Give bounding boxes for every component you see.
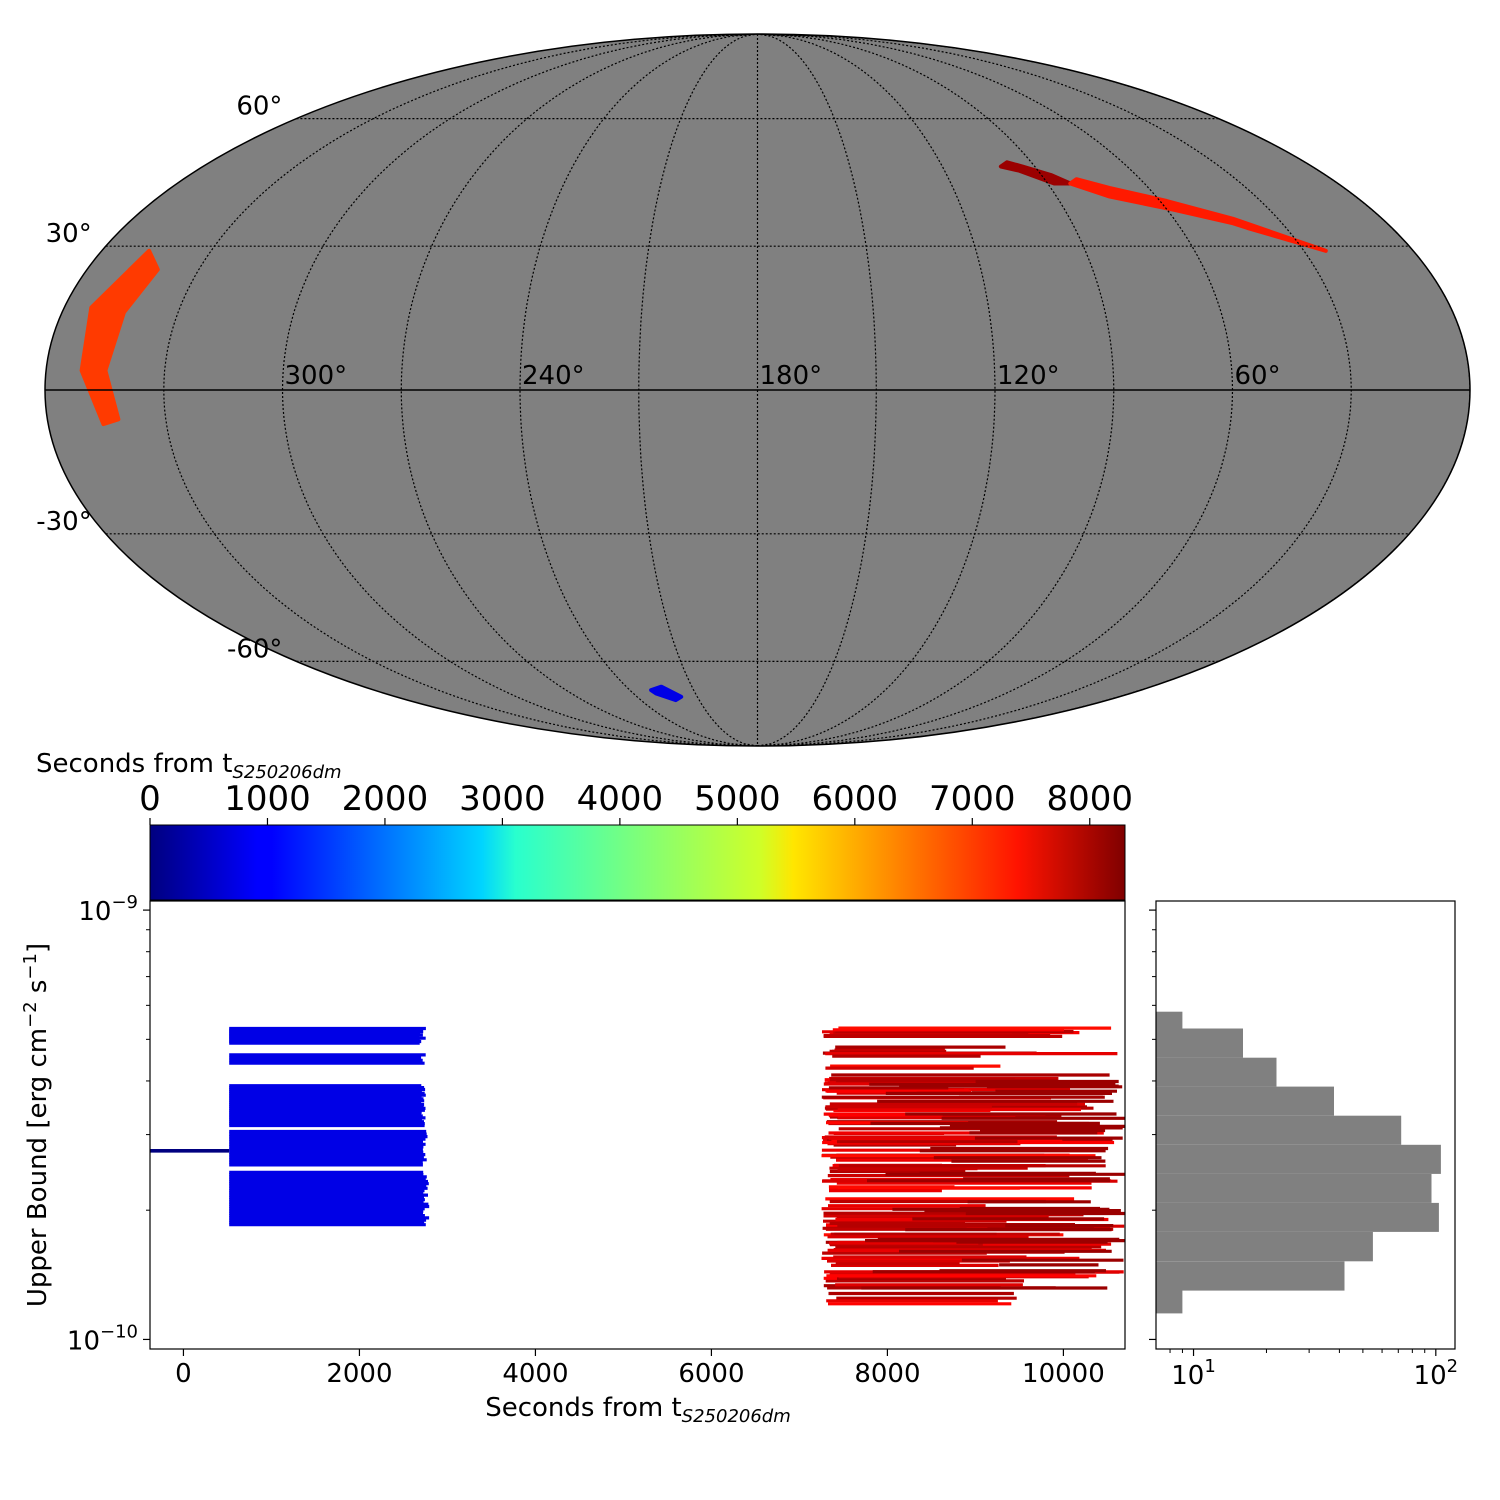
sky-lat-label: 60° xyxy=(236,92,282,122)
hist-bars xyxy=(1156,1011,1441,1314)
colorbar-label: Seconds from tS250206dm xyxy=(36,749,342,783)
colorbar-ticks: 0 1000 2000 3000 4000 5000 6000 7000 8000 xyxy=(139,779,1133,825)
sky-lon-label: 180° xyxy=(760,361,823,391)
main-y-tick-label: 10−10 xyxy=(67,1321,138,1356)
hist-bar xyxy=(1156,1028,1243,1058)
hist-bar xyxy=(1156,1115,1402,1145)
main-plot-frame xyxy=(149,900,1126,1350)
sky-meridian xyxy=(281,34,758,746)
sky-meridian xyxy=(400,34,758,746)
sky-map: 60° 30° -30° -60° 300° 240° 180° 120° 60° xyxy=(36,33,1471,747)
sky-meridian xyxy=(519,34,758,746)
main-x-label: Seconds from tS250206dm xyxy=(485,1393,791,1427)
hist-bar xyxy=(1156,1202,1439,1232)
colorbar-tick-label: 7000 xyxy=(929,779,1016,819)
hist-bar xyxy=(1156,1231,1373,1262)
sky-region xyxy=(998,160,1073,186)
main-x-tick-label: 10000 xyxy=(1022,1359,1105,1389)
main-x-tick-label: 0 xyxy=(175,1359,192,1389)
main-x-tick-label: 4000 xyxy=(502,1359,568,1389)
colorbar: Seconds from tS250206dm 0 1000 2000 3000 400… xyxy=(36,749,1133,901)
main-segments xyxy=(150,1026,1125,1306)
sky-meridian xyxy=(757,34,996,746)
sky-region xyxy=(79,248,160,427)
main-x-tick-label: 8000 xyxy=(854,1359,920,1389)
hist-bar xyxy=(1156,1261,1345,1291)
sky-region xyxy=(1068,177,1328,253)
main-plot: 0 2000 4000 6000 8000 10000 10−9 10−10 Seconds … xyxy=(20,892,1126,1427)
colorbar-tick-label: 5000 xyxy=(694,779,781,819)
histogram: 101 102 xyxy=(1149,900,1459,1391)
sky-meridian xyxy=(757,34,1115,746)
sky-labels: 60° 30° -30° -60° 300° 240° 180° 120° 60° xyxy=(36,92,1280,665)
main-y-label: Upper Bound [erg cm−2 s−1] xyxy=(20,943,53,1307)
colorbar-gradient xyxy=(149,824,1126,901)
hist-bar xyxy=(1156,1290,1183,1314)
main-x-tick-label: 6000 xyxy=(678,1359,744,1389)
colorbar-tick-label: 1000 xyxy=(224,779,311,819)
sky-map-border xyxy=(44,33,1471,747)
colorbar-tick-label: 6000 xyxy=(812,779,899,819)
hist-bar xyxy=(1156,1144,1441,1174)
colorbar-tick-label: 2000 xyxy=(342,779,429,819)
hist-bar xyxy=(1156,1173,1432,1203)
hist-bar xyxy=(1156,1011,1183,1029)
hist-bar xyxy=(1156,1057,1277,1087)
sky-lat-label: -60° xyxy=(227,634,282,664)
hist-x-tick-label: 101 xyxy=(1171,1356,1216,1391)
colorbar-tick-label: 4000 xyxy=(577,779,664,819)
sky-lon-label: 120° xyxy=(997,361,1060,391)
colorbar-tick-label: 3000 xyxy=(459,779,546,819)
colorbar-tick-label: 8000 xyxy=(1046,779,1133,819)
hist-bar xyxy=(1156,1086,1334,1116)
sky-lon-label: 300° xyxy=(285,361,348,391)
sky-lon-label: 240° xyxy=(522,361,585,391)
sky-lon-label: 60° xyxy=(1235,361,1281,391)
sky-lat-label: -30° xyxy=(36,507,91,537)
hist-axes: 101 102 xyxy=(1149,909,1459,1391)
colorbar-tick-label: 0 xyxy=(139,779,161,819)
main-y-tick-label: 10−9 xyxy=(78,892,138,927)
sky-region xyxy=(649,684,684,703)
main-x-tick-label: 2000 xyxy=(326,1359,392,1389)
main-axes: 0 2000 4000 6000 8000 10000 10−9 10−10 xyxy=(67,892,1105,1389)
sky-lat-label: 30° xyxy=(46,219,92,249)
hist-x-tick-label: 102 xyxy=(1414,1356,1459,1391)
histogram-frame xyxy=(1155,900,1456,1350)
sky-regions xyxy=(79,160,1328,703)
sky-meridian xyxy=(757,34,1234,746)
